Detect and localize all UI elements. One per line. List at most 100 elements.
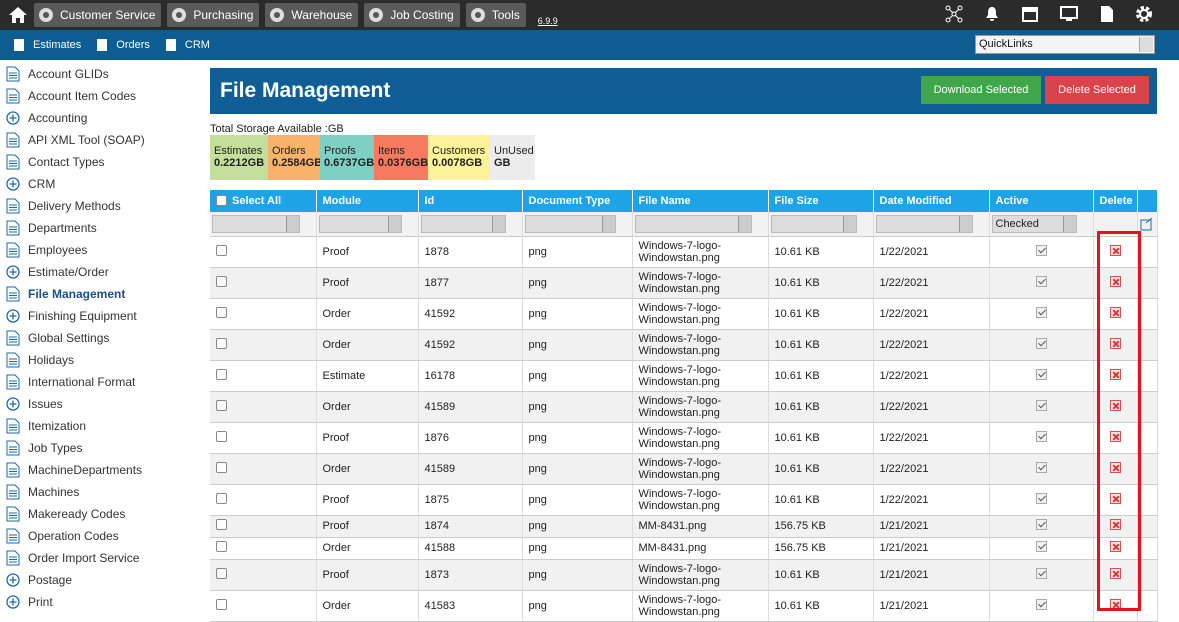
sidebar-item[interactable]: Makeready Codes — [0, 503, 205, 525]
delete-icon[interactable] — [1109, 461, 1121, 473]
nav-item[interactable]: Customer Service — [34, 3, 162, 27]
row-checkbox[interactable] — [216, 368, 227, 380]
monitor-icon[interactable] — [1059, 5, 1079, 23]
row-checkbox[interactable] — [216, 567, 227, 579]
table-cell: png — [522, 453, 633, 485]
row-checkbox[interactable] — [216, 430, 227, 442]
sidebar-item[interactable]: Account Item Codes — [0, 85, 205, 107]
filter-input[interactable]: Checked — [991, 214, 1077, 233]
table-cell: 10.61 KB — [768, 422, 874, 454]
row-checkbox[interactable] — [216, 598, 227, 610]
filter-dropdown[interactable] — [842, 215, 856, 232]
gear-icon[interactable] — [1135, 5, 1153, 23]
sidebar-item[interactable]: Machines — [0, 481, 205, 503]
sidebar-item[interactable]: Contact Types — [0, 151, 205, 173]
sub-nav-item[interactable]: Orders — [95, 38, 150, 52]
delete-icon[interactable] — [1109, 567, 1121, 579]
download-button[interactable]: Download Selected — [921, 76, 1041, 104]
sidebar-label: Account Item Codes — [28, 89, 137, 103]
network-icon[interactable] — [945, 5, 963, 23]
row-checkbox[interactable] — [216, 275, 227, 287]
nav-item[interactable]: Tools — [465, 3, 526, 27]
sidebar-item[interactable]: Departments — [0, 217, 205, 239]
delete-icon[interactable] — [1109, 492, 1121, 504]
sidebar-item[interactable]: Finishing Equipment — [0, 305, 205, 327]
sidebar-item[interactable]: Employees — [0, 239, 205, 261]
filter-dropdown[interactable] — [601, 215, 615, 232]
sidebar-item[interactable]: International Format — [0, 371, 205, 393]
checkbox-cell — [210, 329, 317, 361]
nav-item[interactable]: Job Costing — [364, 3, 460, 27]
filter-input[interactable] — [875, 214, 973, 233]
sidebar-item[interactable]: Holidays — [0, 349, 205, 371]
delete-icon[interactable] — [1109, 306, 1121, 318]
sub-nav-item[interactable]: Estimates — [12, 38, 81, 52]
row-checkbox[interactable] — [216, 244, 227, 256]
row-checkbox[interactable] — [216, 461, 227, 473]
sidebar-item[interactable]: Postage — [0, 569, 205, 591]
active-check — [1035, 244, 1047, 256]
home-icon[interactable] — [8, 6, 28, 24]
delete-icon[interactable] — [1109, 337, 1121, 349]
delete-icon[interactable] — [1109, 430, 1121, 442]
sidebar-item[interactable]: Accounting — [0, 107, 205, 129]
sidebar-item[interactable]: Operation Codes — [0, 525, 205, 547]
row-checkbox[interactable] — [216, 306, 227, 318]
sidebar-item[interactable]: API XML Tool (SOAP) — [0, 129, 205, 151]
filter-input[interactable] — [770, 214, 857, 233]
table-cell: png — [522, 515, 633, 538]
delete-icon[interactable] — [1109, 519, 1121, 530]
row-checkbox[interactable] — [216, 337, 227, 349]
sidebar-item[interactable]: MachineDepartments — [0, 459, 205, 481]
row-checkbox[interactable] — [216, 399, 227, 411]
storage-box: Customers 0.0078GB — [428, 135, 490, 180]
page-header: File Management Download Selected Delete… — [210, 68, 1157, 114]
filter-dropdown[interactable] — [958, 215, 972, 232]
file-icon[interactable] — [1099, 5, 1115, 23]
sidebar-item[interactable]: CRM — [0, 173, 205, 195]
delete-icon[interactable] — [1109, 275, 1121, 287]
calendar-icon[interactable] — [1021, 5, 1039, 23]
row-checkbox[interactable] — [216, 492, 227, 504]
row-checkbox[interactable] — [216, 541, 227, 552]
filter-input[interactable] — [420, 214, 506, 233]
delete-icon[interactable] — [1109, 541, 1121, 552]
delete-icon[interactable] — [1109, 368, 1121, 380]
row-checkbox[interactable] — [216, 519, 227, 530]
storage-value: GB — [494, 157, 511, 169]
sidebar-item[interactable]: Estimate/Order — [0, 261, 205, 283]
sidebar-item[interactable]: Job Types — [0, 437, 205, 459]
nav-item[interactable]: Purchasing — [167, 3, 260, 27]
delete-button[interactable]: Delete Selected — [1045, 76, 1149, 104]
delete-cell — [1093, 236, 1138, 268]
filter-dropdown[interactable] — [491, 215, 505, 232]
sidebar-item[interactable]: Issues — [0, 393, 205, 415]
sidebar-item[interactable]: Print — [0, 591, 205, 613]
delete-icon[interactable] — [1109, 244, 1121, 256]
column-header-label: Id — [424, 195, 435, 207]
sub-nav-item[interactable]: CRM — [164, 38, 210, 52]
filter-dropdown[interactable] — [737, 215, 751, 232]
select-all-checkbox[interactable] — [216, 195, 227, 206]
sidebar-item[interactable]: Order Import Service — [0, 547, 205, 569]
sidebar-item[interactable]: Delivery Methods — [0, 195, 205, 217]
filter-dropdown[interactable] — [285, 215, 299, 232]
filter-input[interactable] — [524, 214, 616, 233]
nav-item[interactable]: Warehouse — [265, 3, 359, 27]
quicklinks-select[interactable]: QuickLinks — [975, 35, 1155, 54]
filter-dropdown[interactable] — [1062, 215, 1076, 232]
filter-input[interactable] — [212, 214, 300, 233]
storage-name: Items — [378, 145, 405, 157]
extra-cell — [1137, 391, 1158, 423]
sidebar-item[interactable]: Itemization — [0, 415, 205, 437]
bell-icon[interactable] — [983, 5, 1001, 23]
filter-input[interactable] — [634, 214, 752, 233]
delete-cell — [1093, 484, 1138, 516]
filter-input[interactable] — [318, 214, 402, 233]
sidebar-item[interactable]: Account GLIDs — [0, 63, 205, 85]
sidebar-item[interactable]: Global Settings — [0, 327, 205, 349]
table-cell: 41589 — [418, 391, 523, 423]
delete-icon[interactable] — [1109, 399, 1121, 411]
sidebar-item[interactable]: File Management — [0, 283, 205, 305]
filter-dropdown[interactable] — [387, 215, 401, 232]
